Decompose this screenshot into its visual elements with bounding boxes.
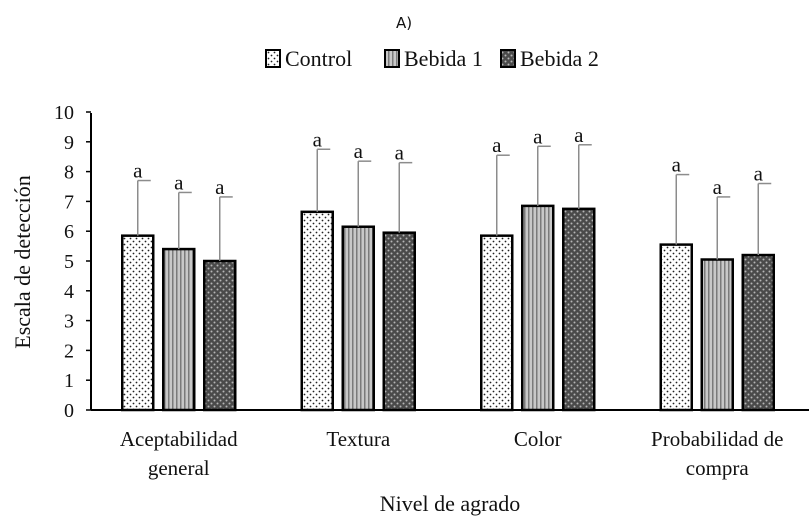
x-tick-label: general xyxy=(148,456,210,480)
legend: Control Bebida 1 Bebida 2 xyxy=(265,46,599,71)
x-tick-label: Color xyxy=(514,427,562,451)
legend-swatch xyxy=(265,49,281,68)
y-tick-label: 0 xyxy=(64,400,74,422)
significance-label: a xyxy=(133,159,143,183)
significance-labels: a a a a a a a a a a a a xyxy=(133,123,764,199)
significance-label: a xyxy=(313,127,323,151)
y-tick-label: 9 xyxy=(64,132,74,154)
bar-checker-2 xyxy=(562,207,596,412)
y-tick-label: 8 xyxy=(64,162,74,184)
legend-label: Control xyxy=(285,46,352,71)
legend-swatch xyxy=(500,49,516,68)
y-tick-label: 2 xyxy=(64,340,74,362)
x-tick-label: Aceptabilidad xyxy=(120,427,238,451)
legend-swatch xyxy=(384,49,400,68)
y-tick-label: 4 xyxy=(64,281,74,303)
y-tick-label: 10 xyxy=(54,102,74,124)
bar-stripes-2 xyxy=(521,204,555,412)
x-tick-label: compra xyxy=(686,456,750,480)
legend-label: Bebida 1 xyxy=(404,46,483,71)
y-axis-title: Escala de detección xyxy=(10,175,35,348)
y-tick-label: 5 xyxy=(64,251,74,273)
significance-label: a xyxy=(672,153,682,177)
bar-stripes-1 xyxy=(341,225,375,412)
bar-dots-1 xyxy=(300,210,334,412)
bar-dots-2 xyxy=(480,234,514,412)
significance-label: a xyxy=(215,175,225,199)
bar-dots-3 xyxy=(659,243,693,412)
legend-label: Bebida 2 xyxy=(520,46,599,71)
significance-label: a xyxy=(174,170,184,194)
x-axis: Aceptabilidad general Textura Color Probabil… xyxy=(120,427,784,480)
y-tick-label: 7 xyxy=(64,191,74,213)
bar-checker-1 xyxy=(382,231,416,412)
bar-stripes-0 xyxy=(162,247,196,412)
y-tick-label: 1 xyxy=(64,370,74,392)
panel-label: A) xyxy=(396,14,412,32)
x-tick-label: Probabilidad de xyxy=(651,427,783,451)
significance-label: a xyxy=(354,139,364,163)
x-axis-title: Nivel de agrado xyxy=(380,491,521,516)
y-tick-label: 6 xyxy=(64,221,74,243)
error-bars xyxy=(137,144,772,261)
significance-label: a xyxy=(492,133,502,157)
bar-checker-3 xyxy=(741,253,775,412)
significance-label: a xyxy=(533,124,543,148)
significance-label: a xyxy=(395,141,405,165)
bars xyxy=(121,204,775,412)
significance-label: a xyxy=(713,175,723,199)
x-tick-label: Textura xyxy=(326,427,391,451)
y-axis: 0 1 2 3 4 5 6 7 8 9 10 xyxy=(54,102,91,422)
bar-stripes-3 xyxy=(700,258,734,412)
y-tick-label: 3 xyxy=(64,311,74,333)
bar-dots-0 xyxy=(121,234,155,412)
bar-checker-0 xyxy=(203,259,237,412)
significance-label: a xyxy=(754,162,764,186)
significance-label: a xyxy=(574,123,584,147)
